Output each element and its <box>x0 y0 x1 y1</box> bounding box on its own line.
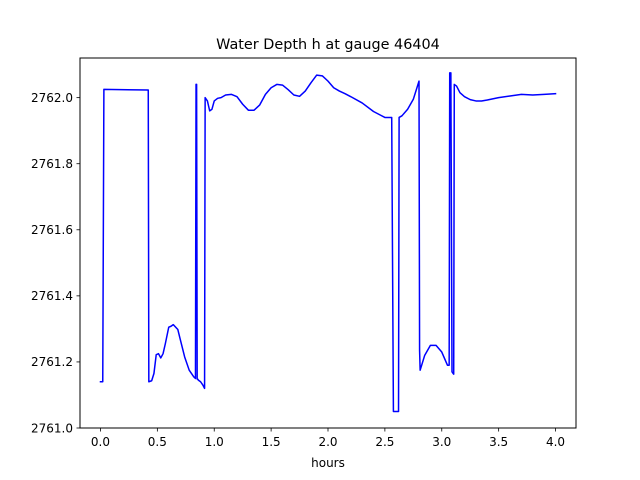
y-axis: 2761.0 2761.2 2761.4 2761.6 2761.8 2762.0 <box>31 91 80 435</box>
x-tick-label: 0.5 <box>148 435 167 449</box>
x-tick-label: 1.0 <box>205 435 224 449</box>
x-tick-label: 2.0 <box>318 435 337 449</box>
x-tick-label: 0.0 <box>91 435 110 449</box>
x-tick-label: 1.5 <box>262 435 281 449</box>
y-tick-label: 2761.6 <box>31 223 73 237</box>
x-tick-label: 4.0 <box>546 435 565 449</box>
y-tick-label: 2761.8 <box>31 157 73 171</box>
x-tick-label: 2.5 <box>375 435 394 449</box>
series-line <box>99 72 557 413</box>
plot-area <box>79 57 577 429</box>
chart-title: Water Depth h at gauge 46404 <box>216 37 440 53</box>
y-tick-label: 2761.0 <box>31 421 73 435</box>
x-tick-label: 3.0 <box>432 435 451 449</box>
x-tick-label: 3.5 <box>489 435 508 449</box>
x-axis: 0.0 0.5 1.0 1.5 2.0 2.5 3.0 3.5 4.0 <box>91 428 565 449</box>
y-tick-label: 2762.0 <box>31 91 73 105</box>
plot-background <box>80 58 576 428</box>
y-tick-label: 2761.2 <box>31 355 73 369</box>
x-axis-label: hours <box>311 456 345 470</box>
y-tick-label: 2761.4 <box>31 289 73 303</box>
